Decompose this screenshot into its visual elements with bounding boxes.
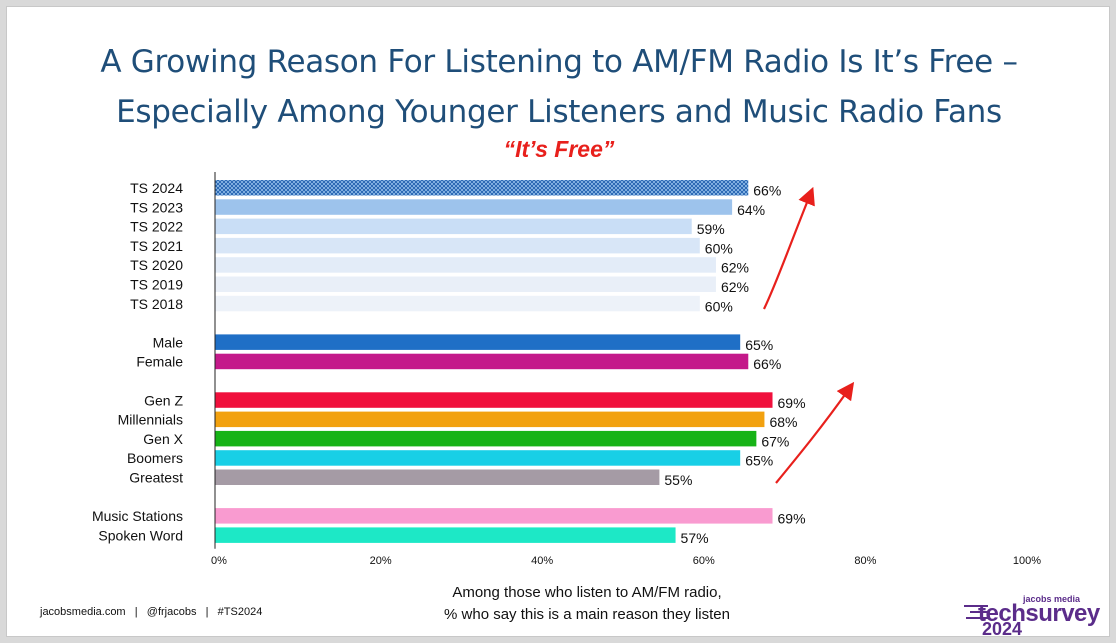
category-label: TS 2022 (130, 219, 183, 235)
category-label: Greatest (129, 470, 183, 486)
data-label: 68% (769, 414, 797, 430)
slide: A Growing Reason For Listening to AM/FM … (6, 6, 1111, 640)
x-axis-label-line-1: Among those who listen to AM/FM radio, (452, 584, 722, 601)
bar (215, 237, 700, 254)
bar (215, 257, 716, 273)
bar-chart: TS 2024 66% TS 2023 64% TS 2022 59% TS 2021 60%… (92, 172, 1041, 567)
bar (215, 218, 692, 235)
bar (215, 450, 741, 466)
category-label: TS 2024 (130, 180, 183, 196)
x-axis-label: Among those who listen to AM/FM radio, %… (337, 582, 837, 626)
x-axis-label-line-2: % who say this is a main reason they lis… (444, 606, 730, 623)
logo-year-text: 2024 (982, 619, 1023, 639)
bar (215, 276, 716, 292)
category-label: TS 2023 (130, 199, 183, 215)
data-label: 65% (745, 337, 773, 353)
category-label: Gen Z (144, 392, 183, 408)
data-label: 65% (745, 453, 773, 469)
bar (215, 508, 773, 524)
category-label: Millennials (118, 412, 183, 428)
category-label: Spoken Word (98, 527, 183, 543)
data-label: 66% (753, 356, 781, 372)
bar (215, 180, 749, 196)
trend-arrow-ts-icon (763, 186, 815, 310)
category-label: Gen X (143, 431, 183, 447)
title-line-2: Especially Among Younger Listeners and M… (116, 94, 1002, 130)
logo-speed-lines-icon (964, 605, 988, 619)
data-label: 62% (721, 279, 749, 295)
data-label: 60% (705, 240, 733, 256)
bar (215, 430, 757, 447)
data-label: 69% (778, 511, 806, 527)
data-label: 67% (761, 433, 789, 449)
x-tick-label: 20% (370, 555, 392, 567)
bar (215, 469, 660, 485)
logo-small-text: jacobs media (1022, 594, 1080, 604)
data-label: 57% (681, 530, 709, 546)
techsurvey-logo: jacobs media techsurvey 2024 (962, 592, 1102, 640)
category-label: TS 2021 (130, 238, 183, 254)
bar (215, 392, 773, 408)
category-label: TS 2020 (130, 257, 183, 273)
x-tick-label: 0% (211, 555, 227, 567)
bar (215, 411, 765, 428)
category-label: TS 2019 (130, 277, 183, 293)
data-label: 69% (778, 395, 806, 411)
x-tick-label: 40% (531, 555, 553, 567)
data-label: 59% (697, 221, 725, 237)
chart-subtitle: “It’s Free” (503, 136, 615, 162)
category-label: Female (136, 354, 183, 370)
bar (215, 527, 676, 543)
bar (215, 334, 741, 350)
trend-arrow-generations-icon (775, 381, 855, 484)
x-tick-label: 80% (854, 555, 876, 567)
title-line-1: A Growing Reason For Listening to AM/FM … (100, 44, 1018, 80)
data-label: 55% (664, 472, 692, 488)
data-label: 62% (721, 260, 749, 276)
category-label: Male (153, 334, 184, 350)
logo-main-text: techsurvey (978, 600, 1100, 627)
category-label: Boomers (127, 450, 183, 466)
data-label: 64% (737, 202, 765, 218)
x-tick-label: 100% (1013, 555, 1041, 567)
data-label: 66% (753, 183, 781, 199)
bar (215, 295, 700, 312)
category-label: Music Stations (92, 508, 183, 524)
x-tick-label: 60% (693, 555, 715, 567)
bar (215, 353, 749, 370)
data-label: 60% (705, 298, 733, 314)
bar (215, 199, 733, 215)
category-label: TS 2018 (130, 296, 183, 312)
footer-text: jacobsmedia.com | @frjacobs | #TS2024 (40, 606, 263, 618)
chart-title: A Growing Reason For Listening to AM/FM … (7, 37, 1111, 137)
